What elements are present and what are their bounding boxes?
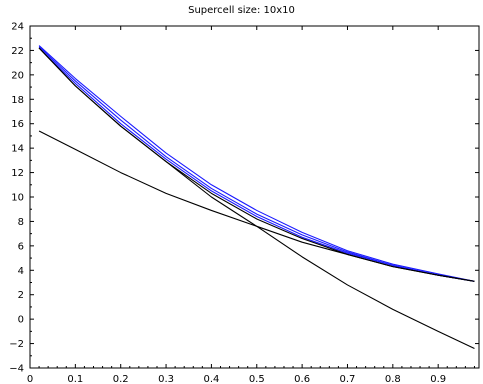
y-tick-label: 8 xyxy=(18,217,24,228)
x-tick-label: 0.3 xyxy=(158,374,174,384)
y-tick-label: −2 xyxy=(9,339,24,350)
y-tick-label: 20 xyxy=(11,70,24,81)
series-line-5 xyxy=(38,130,475,282)
y-tick-label: −4 xyxy=(9,364,24,375)
y-tick-label: 24 xyxy=(11,22,24,33)
x-tick-label: 0.6 xyxy=(294,374,310,384)
series-line-3 xyxy=(38,47,475,282)
y-tick-label: 16 xyxy=(11,119,24,130)
y-tick-label: 10 xyxy=(11,193,24,204)
y-tick-label: 12 xyxy=(11,168,24,179)
y-tick-label: 2 xyxy=(18,290,24,301)
y-tick-label: 6 xyxy=(18,241,24,252)
y-tick-label: 18 xyxy=(11,95,24,106)
x-tick-label: 0.4 xyxy=(203,374,219,384)
x-tick-label: 0.8 xyxy=(385,374,401,384)
x-tick-label: 0.1 xyxy=(67,374,83,384)
chart-title: Supercell size: 10x10 xyxy=(188,5,295,16)
series-line-1 xyxy=(38,45,475,282)
y-tick-label: 14 xyxy=(11,144,24,155)
x-tick-label: 0 xyxy=(27,374,33,384)
y-tick-label: 0 xyxy=(18,315,24,326)
series-layer xyxy=(38,45,475,349)
x-axis: 0 0.1 0.2 0.3 0.4 0.5 0.6 0.7 0.8 0.9 xyxy=(27,26,475,384)
x-tick-label: 0.2 xyxy=(113,374,129,384)
series-line-6 xyxy=(38,47,475,349)
y-tick-label: 22 xyxy=(11,46,24,57)
x-tick-label: 0.7 xyxy=(340,374,356,384)
y-tick-label: 4 xyxy=(18,266,24,277)
x-tick-label: 0.5 xyxy=(249,374,265,384)
plot-area-frame xyxy=(29,25,480,369)
x-tick-label: 0.9 xyxy=(430,374,446,384)
